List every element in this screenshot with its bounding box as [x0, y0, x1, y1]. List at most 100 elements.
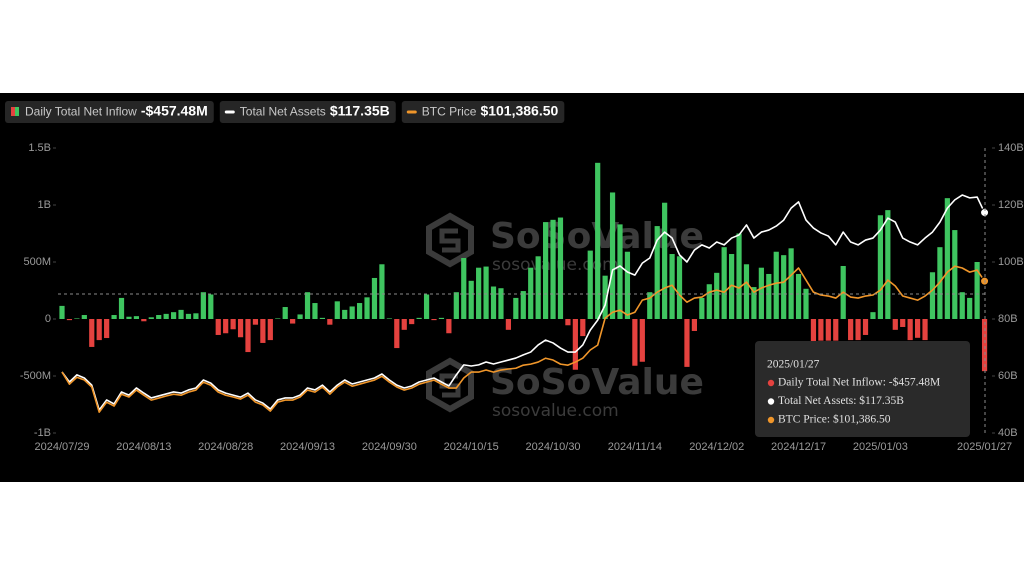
bar	[267, 319, 273, 341]
bar	[461, 258, 467, 319]
legend-item[interactable]: BTC Price $101,386.50	[401, 101, 565, 123]
bar	[907, 319, 913, 341]
bar	[803, 288, 809, 319]
bar	[148, 317, 154, 319]
bar	[394, 319, 400, 349]
bar	[89, 319, 95, 347]
bar	[654, 226, 660, 319]
bar	[364, 297, 370, 319]
bar	[981, 319, 988, 372]
legend-item[interactable]: Daily Total Net Inflow -$457.48M	[5, 101, 214, 123]
bar	[543, 222, 549, 319]
bar	[877, 215, 883, 319]
legend-item-background	[5, 101, 214, 123]
bar	[684, 319, 690, 367]
bar	[810, 319, 817, 342]
bar	[550, 219, 556, 319]
bar	[751, 287, 757, 319]
legend-swatch	[406, 110, 417, 114]
bar	[446, 319, 452, 334]
plot-area: -1B -500M 0 500M 1B 1.5B 40B 60B 80B 100B 120B 140B…	[20, 142, 1024, 453]
bar	[557, 217, 564, 319]
bar	[617, 224, 623, 319]
y-tick-label: -1B	[34, 427, 51, 439]
bar	[818, 319, 824, 341]
bar	[773, 251, 779, 319]
bar	[915, 319, 921, 338]
bar	[691, 319, 697, 331]
legend-label: Daily Total Net Inflow	[25, 105, 137, 119]
bar	[609, 192, 616, 319]
y2-tick-label: 80B	[998, 313, 1018, 325]
bar	[587, 250, 593, 319]
tooltip: 2025/01/27 Daily Total Net Inflow: -$457…	[755, 341, 970, 437]
bar	[565, 319, 571, 326]
y-tick-label: 0	[45, 313, 51, 325]
bar	[662, 202, 668, 319]
bar	[490, 286, 497, 319]
bar	[647, 292, 653, 319]
bar	[513, 297, 519, 319]
x-tick-label: 2025/01/03	[853, 441, 908, 453]
legend-item[interactable]: Total Net Assets $117.35B	[219, 101, 396, 123]
tooltip-box	[755, 341, 970, 437]
legend-item-background	[401, 101, 565, 123]
bar	[193, 313, 199, 319]
bar	[230, 319, 236, 330]
bar	[729, 254, 735, 319]
y-tick-label: 1.5B	[28, 142, 51, 154]
bar	[952, 230, 958, 319]
bar	[676, 256, 683, 319]
bar	[409, 319, 415, 325]
bar	[632, 319, 638, 366]
bar	[208, 294, 214, 319]
bar	[929, 272, 936, 319]
y2-tick-label: 40B	[998, 427, 1018, 439]
bar	[870, 312, 876, 319]
legend[interactable]: Daily Total Net Inflow -$457.48M Total Net…	[5, 101, 565, 123]
legend-swatch	[15, 107, 19, 116]
bar	[163, 313, 169, 319]
bar	[171, 312, 177, 319]
bar	[245, 319, 251, 353]
bar	[624, 251, 631, 319]
tooltip-line: Daily Total Net Inflow: -$457.48M	[778, 376, 940, 389]
bar	[185, 313, 192, 319]
bar	[141, 319, 147, 322]
bar	[252, 319, 259, 325]
bar	[900, 319, 906, 327]
bar	[111, 315, 117, 319]
y-tick-label: -500M	[20, 370, 51, 382]
bar	[505, 319, 511, 330]
bar	[357, 303, 363, 319]
bar	[892, 319, 898, 330]
bar	[260, 319, 266, 343]
bar	[453, 292, 459, 319]
tooltip-dot	[767, 416, 775, 424]
bar	[959, 292, 965, 319]
tooltip-dot	[767, 379, 775, 387]
x-tick-label: 2024/12/17	[771, 441, 826, 453]
x-tick-label: 2024/07/29	[34, 441, 89, 453]
x-tick-label: 2024/08/13	[116, 441, 171, 453]
bar	[215, 319, 221, 335]
bar	[781, 255, 787, 319]
bar	[334, 301, 340, 319]
legend-swatch	[11, 107, 15, 116]
bar	[275, 318, 281, 319]
bar	[825, 319, 831, 341]
bar	[282, 307, 288, 319]
bar	[520, 291, 526, 319]
watermark-site: sosovalue.com	[492, 401, 619, 421]
bar	[81, 315, 87, 319]
bar	[304, 292, 311, 319]
bar	[423, 294, 430, 319]
bar	[721, 247, 727, 319]
bar	[706, 284, 712, 319]
line-series	[61, 194, 986, 411]
bar	[349, 306, 355, 319]
legend-value: -$457.48M	[141, 103, 208, 119]
legend-swatch	[224, 110, 235, 114]
legend-item-background	[219, 101, 396, 123]
